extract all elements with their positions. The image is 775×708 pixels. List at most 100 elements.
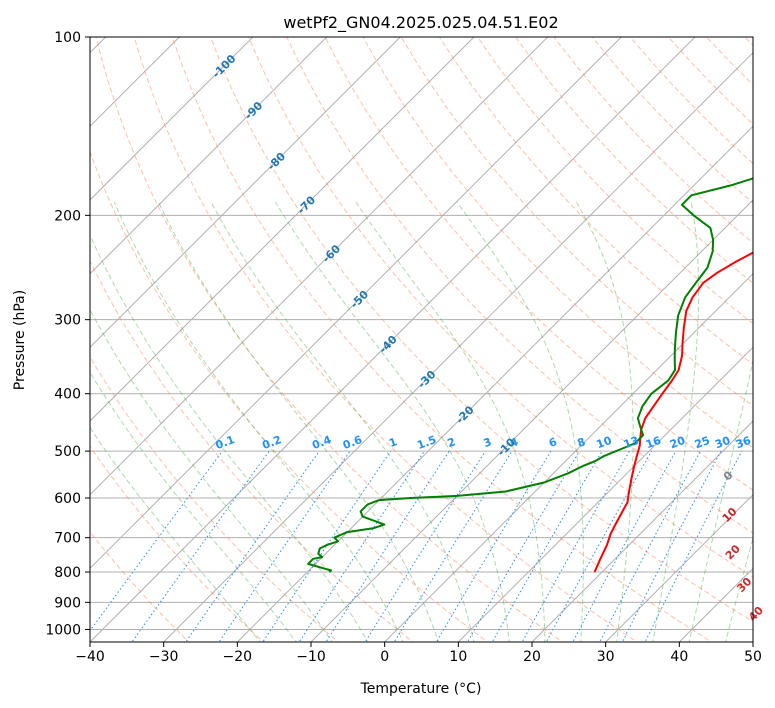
moist-adiabat bbox=[90, 426, 261, 642]
dry-adiabat bbox=[95, 37, 564, 642]
mixing-ratio-line bbox=[325, 450, 450, 642]
mixing-ratio-label: 6 bbox=[547, 435, 559, 450]
isotherm-gridline bbox=[236, 125, 753, 642]
x-tick-label: −20 bbox=[223, 649, 253, 665]
chart-title: wetPf2_GN04.2025.025.04.51.E02 bbox=[283, 13, 558, 33]
isotherm-gridline bbox=[163, 51, 753, 642]
dry-adiabat bbox=[90, 150, 489, 642]
moist-adiabat bbox=[355, 201, 546, 642]
dry-adiabat bbox=[133, 37, 638, 642]
x-tick-label: −30 bbox=[149, 649, 179, 665]
mixing-ratio-label: 0.6 bbox=[341, 433, 364, 452]
isotherm-gridline bbox=[384, 272, 753, 642]
moist-adiabat bbox=[113, 201, 404, 642]
moist-adiabat bbox=[157, 201, 440, 642]
x-tick-label: −10 bbox=[296, 649, 326, 665]
mixing-ratio-line bbox=[621, 450, 722, 642]
isotherm-gridline bbox=[605, 493, 753, 642]
plot-frame bbox=[89, 36, 754, 643]
x-tick-label: 20 bbox=[523, 649, 541, 665]
x-tick-label: −40 bbox=[75, 649, 105, 665]
moist-adiabat bbox=[90, 308, 333, 642]
dry-adiabat bbox=[400, 37, 753, 407]
mixing-ratio-label: 0.1 bbox=[214, 433, 237, 452]
dry-adiabat bbox=[90, 259, 414, 642]
x-tick-label: 0 bbox=[380, 649, 389, 665]
mixing-ratio-line bbox=[466, 450, 580, 642]
mixing-ratio-label: 10 bbox=[595, 434, 614, 452]
y-tick-label: 400 bbox=[54, 387, 81, 403]
dry-adiabat bbox=[90, 356, 339, 642]
moist-adiabat bbox=[90, 233, 369, 642]
x-tick-label: 30 bbox=[597, 649, 615, 665]
dry-adiabat bbox=[286, 37, 753, 534]
dry-adiabat bbox=[515, 37, 753, 284]
mixing-ratio-line bbox=[572, 450, 677, 642]
axes: −40 −30 −20 −10 0 10 20 30 40 5010020030040050060… bbox=[45, 30, 762, 665]
mixing-ratio-line bbox=[262, 450, 392, 642]
mixing-ratio-label: 16 bbox=[644, 434, 663, 452]
moist-adiabat bbox=[652, 202, 700, 642]
mixing-ratio-label: 25 bbox=[693, 434, 712, 451]
x-axis-label: Temperature (°C) bbox=[360, 681, 482, 697]
moist-adiabat bbox=[210, 201, 475, 642]
mixing-ratio-label: 3 bbox=[482, 435, 494, 450]
mixing-ratio-label: 8 bbox=[576, 435, 588, 450]
isotherm-gridline bbox=[90, 37, 402, 349]
isotherm-gridline bbox=[90, 37, 549, 496]
y-axis-label: Pressure (hPa) bbox=[12, 290, 28, 390]
x-tick-label: 40 bbox=[670, 649, 688, 665]
dry-adiabat bbox=[90, 531, 190, 642]
temperature-profile-line bbox=[593, 251, 753, 573]
isotherm-gridline bbox=[310, 199, 753, 642]
isotherm-gridline bbox=[90, 37, 181, 128]
dry-adiabat bbox=[209, 37, 753, 623]
mixing-ratio-label: 0.4 bbox=[310, 433, 333, 452]
mixing-ratio-line bbox=[90, 450, 223, 632]
mixing-ratio-line bbox=[599, 450, 701, 642]
y-tick-label: 800 bbox=[54, 565, 81, 581]
x-tick-label: 10 bbox=[449, 649, 467, 665]
isotherm-gridline bbox=[90, 37, 696, 642]
mixing-ratio-label: 1 bbox=[387, 435, 399, 450]
mixing-ratio-line bbox=[185, 450, 320, 642]
mixing-ratio-line bbox=[298, 450, 425, 642]
y-tick-label: 700 bbox=[54, 531, 81, 547]
isotherm-gridline bbox=[90, 37, 254, 201]
mixing-ratio-label: 20 bbox=[668, 434, 687, 452]
moist-adiabat bbox=[456, 201, 584, 642]
isotherm-gridline bbox=[90, 37, 623, 570]
y-tick-label: 300 bbox=[54, 313, 81, 329]
y-tick-label: 500 bbox=[54, 444, 81, 460]
mixing-ratio-label: 4 bbox=[508, 435, 520, 450]
isotherm-gridline bbox=[90, 37, 475, 422]
mixing-ratio-label: 13 bbox=[622, 434, 641, 451]
dry-adiabat bbox=[248, 37, 753, 578]
mixing-ratio-label: 1.5 bbox=[415, 433, 438, 452]
moist-adiabat bbox=[688, 358, 753, 642]
isotherm-gridline bbox=[90, 37, 328, 275]
y-tick-label: 200 bbox=[54, 208, 81, 224]
moist-adiabat bbox=[274, 201, 510, 642]
isotherm-gridline bbox=[457, 346, 753, 642]
profile-lines bbox=[307, 177, 753, 573]
y-tick-label: 600 bbox=[54, 491, 81, 507]
moist-adiabat bbox=[576, 201, 634, 642]
mixing-ratio-line bbox=[218, 450, 351, 642]
mixing-ratio-label: 30 bbox=[713, 434, 732, 452]
mixing-ratio-line bbox=[393, 450, 513, 642]
mixing-ratio-label: 36 bbox=[734, 434, 753, 452]
y-tick-label: 100 bbox=[54, 30, 81, 46]
x-tick-label: 50 bbox=[744, 649, 762, 665]
dry-adiabat bbox=[171, 37, 713, 642]
dewpoint-profile-line bbox=[307, 177, 753, 573]
y-tick-label: 1000 bbox=[45, 622, 81, 638]
isotherm-gridline bbox=[531, 420, 753, 642]
mixing-ratio-line bbox=[131, 450, 270, 642]
dry-adiabat bbox=[438, 37, 753, 366]
dry-adiabat bbox=[324, 37, 753, 491]
reference-lines bbox=[90, 37, 753, 642]
mixing-ratio-label: 2 bbox=[446, 435, 458, 450]
mixing-ratio-label: 0.2 bbox=[260, 433, 283, 452]
